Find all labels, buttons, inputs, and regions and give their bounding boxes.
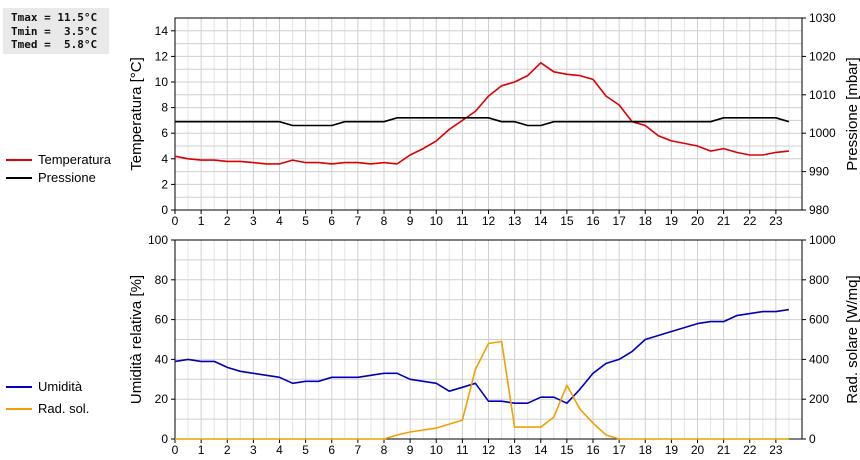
bottom-y2-tick-label: 1000 bbox=[809, 233, 836, 247]
bottom-y-tick-label: 60 bbox=[155, 313, 169, 327]
bottom-y2-tick-label: 800 bbox=[809, 273, 829, 287]
legend-label: Pressione bbox=[38, 170, 96, 185]
series-line-temperatura bbox=[174, 61, 789, 165]
bottom-x-tick-label: 18 bbox=[639, 443, 653, 457]
bottom-x-tick-label: 19 bbox=[665, 443, 679, 457]
top-y-tick-label: 0 bbox=[161, 203, 168, 217]
top-x-tick-label: 14 bbox=[534, 214, 548, 228]
top-x-tick-label: 12 bbox=[482, 214, 496, 228]
top-x-tick-label: 4 bbox=[276, 214, 283, 228]
bottom-x-tick-label: 3 bbox=[250, 443, 257, 457]
top-x-tick-label: 13 bbox=[508, 214, 522, 228]
top-x-tick-label: 7 bbox=[355, 214, 362, 228]
bottom-y2-tick-label: 200 bbox=[809, 392, 829, 406]
top-x-tick-label: 21 bbox=[717, 214, 731, 228]
top-x-tick-label: 1 bbox=[198, 214, 205, 228]
bottom-y2-axis-title: Rad. solare [W/mq] bbox=[844, 275, 860, 403]
top-y-tick-label: 14 bbox=[155, 24, 169, 38]
top-y-tick-label: 6 bbox=[161, 126, 168, 140]
bottom-x-tick-label: 9 bbox=[407, 443, 414, 457]
top-x-tick-label: 8 bbox=[381, 214, 388, 228]
bottom-x-tick-label: 12 bbox=[482, 443, 496, 457]
top-x-tick-label: 11 bbox=[456, 214, 469, 228]
bottom-x-tick-label: 7 bbox=[355, 443, 362, 457]
top-y-tick-label: 2 bbox=[161, 177, 168, 191]
stat-tmax: Tmax = 11.5°C bbox=[11, 11, 98, 24]
bottom-x-tick-label: 5 bbox=[302, 443, 309, 457]
top-y-tick-label: 12 bbox=[155, 49, 169, 63]
bottom-y2-tick-label: 600 bbox=[809, 313, 829, 327]
bottom-y2-tick-label: 0 bbox=[809, 432, 816, 446]
top-x-tick-label: 15 bbox=[560, 214, 574, 228]
bottom-x-tick-label: 8 bbox=[381, 443, 388, 457]
bottom-y-tick-label: 0 bbox=[161, 432, 168, 446]
bottom-y2-tick-label: 400 bbox=[809, 352, 829, 366]
top-x-tick-label: 22 bbox=[743, 214, 757, 228]
bottom-x-tick-label: 11 bbox=[456, 443, 469, 457]
top-y2-tick-label: 1010 bbox=[809, 88, 836, 102]
series-line-umidit- bbox=[174, 308, 790, 405]
legend-label: Temperatura bbox=[38, 152, 112, 167]
bottom-x-tick-label: 20 bbox=[691, 443, 705, 457]
top-x-tick-label: 17 bbox=[612, 214, 626, 228]
series-line-rad-sol- bbox=[175, 340, 789, 440]
top-y2-tick-label: 1000 bbox=[809, 126, 836, 140]
bottom-x-tick-label: 13 bbox=[508, 443, 522, 457]
top-y2-tick-label: 1030 bbox=[809, 11, 836, 25]
bottom-x-tick-label: 10 bbox=[430, 443, 444, 457]
bottom-x-tick-label: 4 bbox=[276, 443, 283, 457]
bottom-y-axis-title: Umidità relativa [%] bbox=[128, 275, 145, 404]
top-x-tick-label: 5 bbox=[302, 214, 309, 228]
top-x-tick-label: 16 bbox=[586, 214, 600, 228]
bottom-x-tick-label: 14 bbox=[534, 443, 548, 457]
top-y-axis-title: Temperatura [°C] bbox=[128, 57, 145, 171]
stats-box: Tmax = 11.5°C Tmin = 3.5°C Tmed = 5.8°C bbox=[3, 8, 109, 54]
top-y2-tick-label: 990 bbox=[809, 165, 829, 179]
bottom-x-tick-label: 15 bbox=[560, 443, 574, 457]
bottom-x-tick-label: 2 bbox=[224, 443, 231, 457]
bottom-y-tick-label: 40 bbox=[155, 352, 169, 366]
top-x-tick-label: 10 bbox=[430, 214, 444, 228]
top-y-tick-label: 10 bbox=[155, 75, 169, 89]
top-x-tick-label: 3 bbox=[250, 214, 257, 228]
series-line-pressione bbox=[175, 117, 790, 127]
top-x-tick-label: 23 bbox=[769, 214, 783, 228]
top-y2-axis-title: Pressione [mbar] bbox=[844, 57, 860, 170]
top-x-tick-label: 19 bbox=[665, 214, 679, 228]
top-y-tick-label: 8 bbox=[161, 101, 168, 115]
top-x-tick-label: 9 bbox=[407, 214, 414, 228]
top-x-tick-label: 2 bbox=[224, 214, 231, 228]
bottom-x-tick-label: 0 bbox=[172, 443, 179, 457]
legend-label: Rad. sol. bbox=[38, 401, 89, 416]
top-x-tick-label: 20 bbox=[691, 214, 705, 228]
bottom-y-tick-label: 20 bbox=[155, 392, 169, 406]
bottom-x-tick-label: 6 bbox=[328, 443, 335, 457]
top-x-tick-label: 0 bbox=[172, 214, 179, 228]
top-y2-tick-label: 1020 bbox=[809, 49, 836, 63]
bottom-y-tick-label: 80 bbox=[155, 273, 169, 287]
stat-tmed: Tmed = 5.8°C bbox=[11, 38, 98, 51]
legend-label: Umidità bbox=[38, 379, 83, 394]
bottom-x-tick-label: 17 bbox=[612, 443, 626, 457]
bottom-x-tick-label: 21 bbox=[717, 443, 731, 457]
top-x-tick-label: 18 bbox=[639, 214, 653, 228]
bottom-x-tick-label: 23 bbox=[769, 443, 783, 457]
bottom-y-tick-label: 100 bbox=[148, 233, 168, 247]
bottom-x-tick-label: 16 bbox=[586, 443, 600, 457]
bottom-x-tick-label: 22 bbox=[743, 443, 757, 457]
top-y-tick-label: 4 bbox=[161, 152, 168, 166]
bottom-x-tick-label: 1 bbox=[198, 443, 205, 457]
top-y2-tick-label: 980 bbox=[809, 203, 829, 217]
stat-tmin: Tmin = 3.5°C bbox=[11, 24, 98, 38]
top-x-tick-label: 6 bbox=[328, 214, 335, 228]
